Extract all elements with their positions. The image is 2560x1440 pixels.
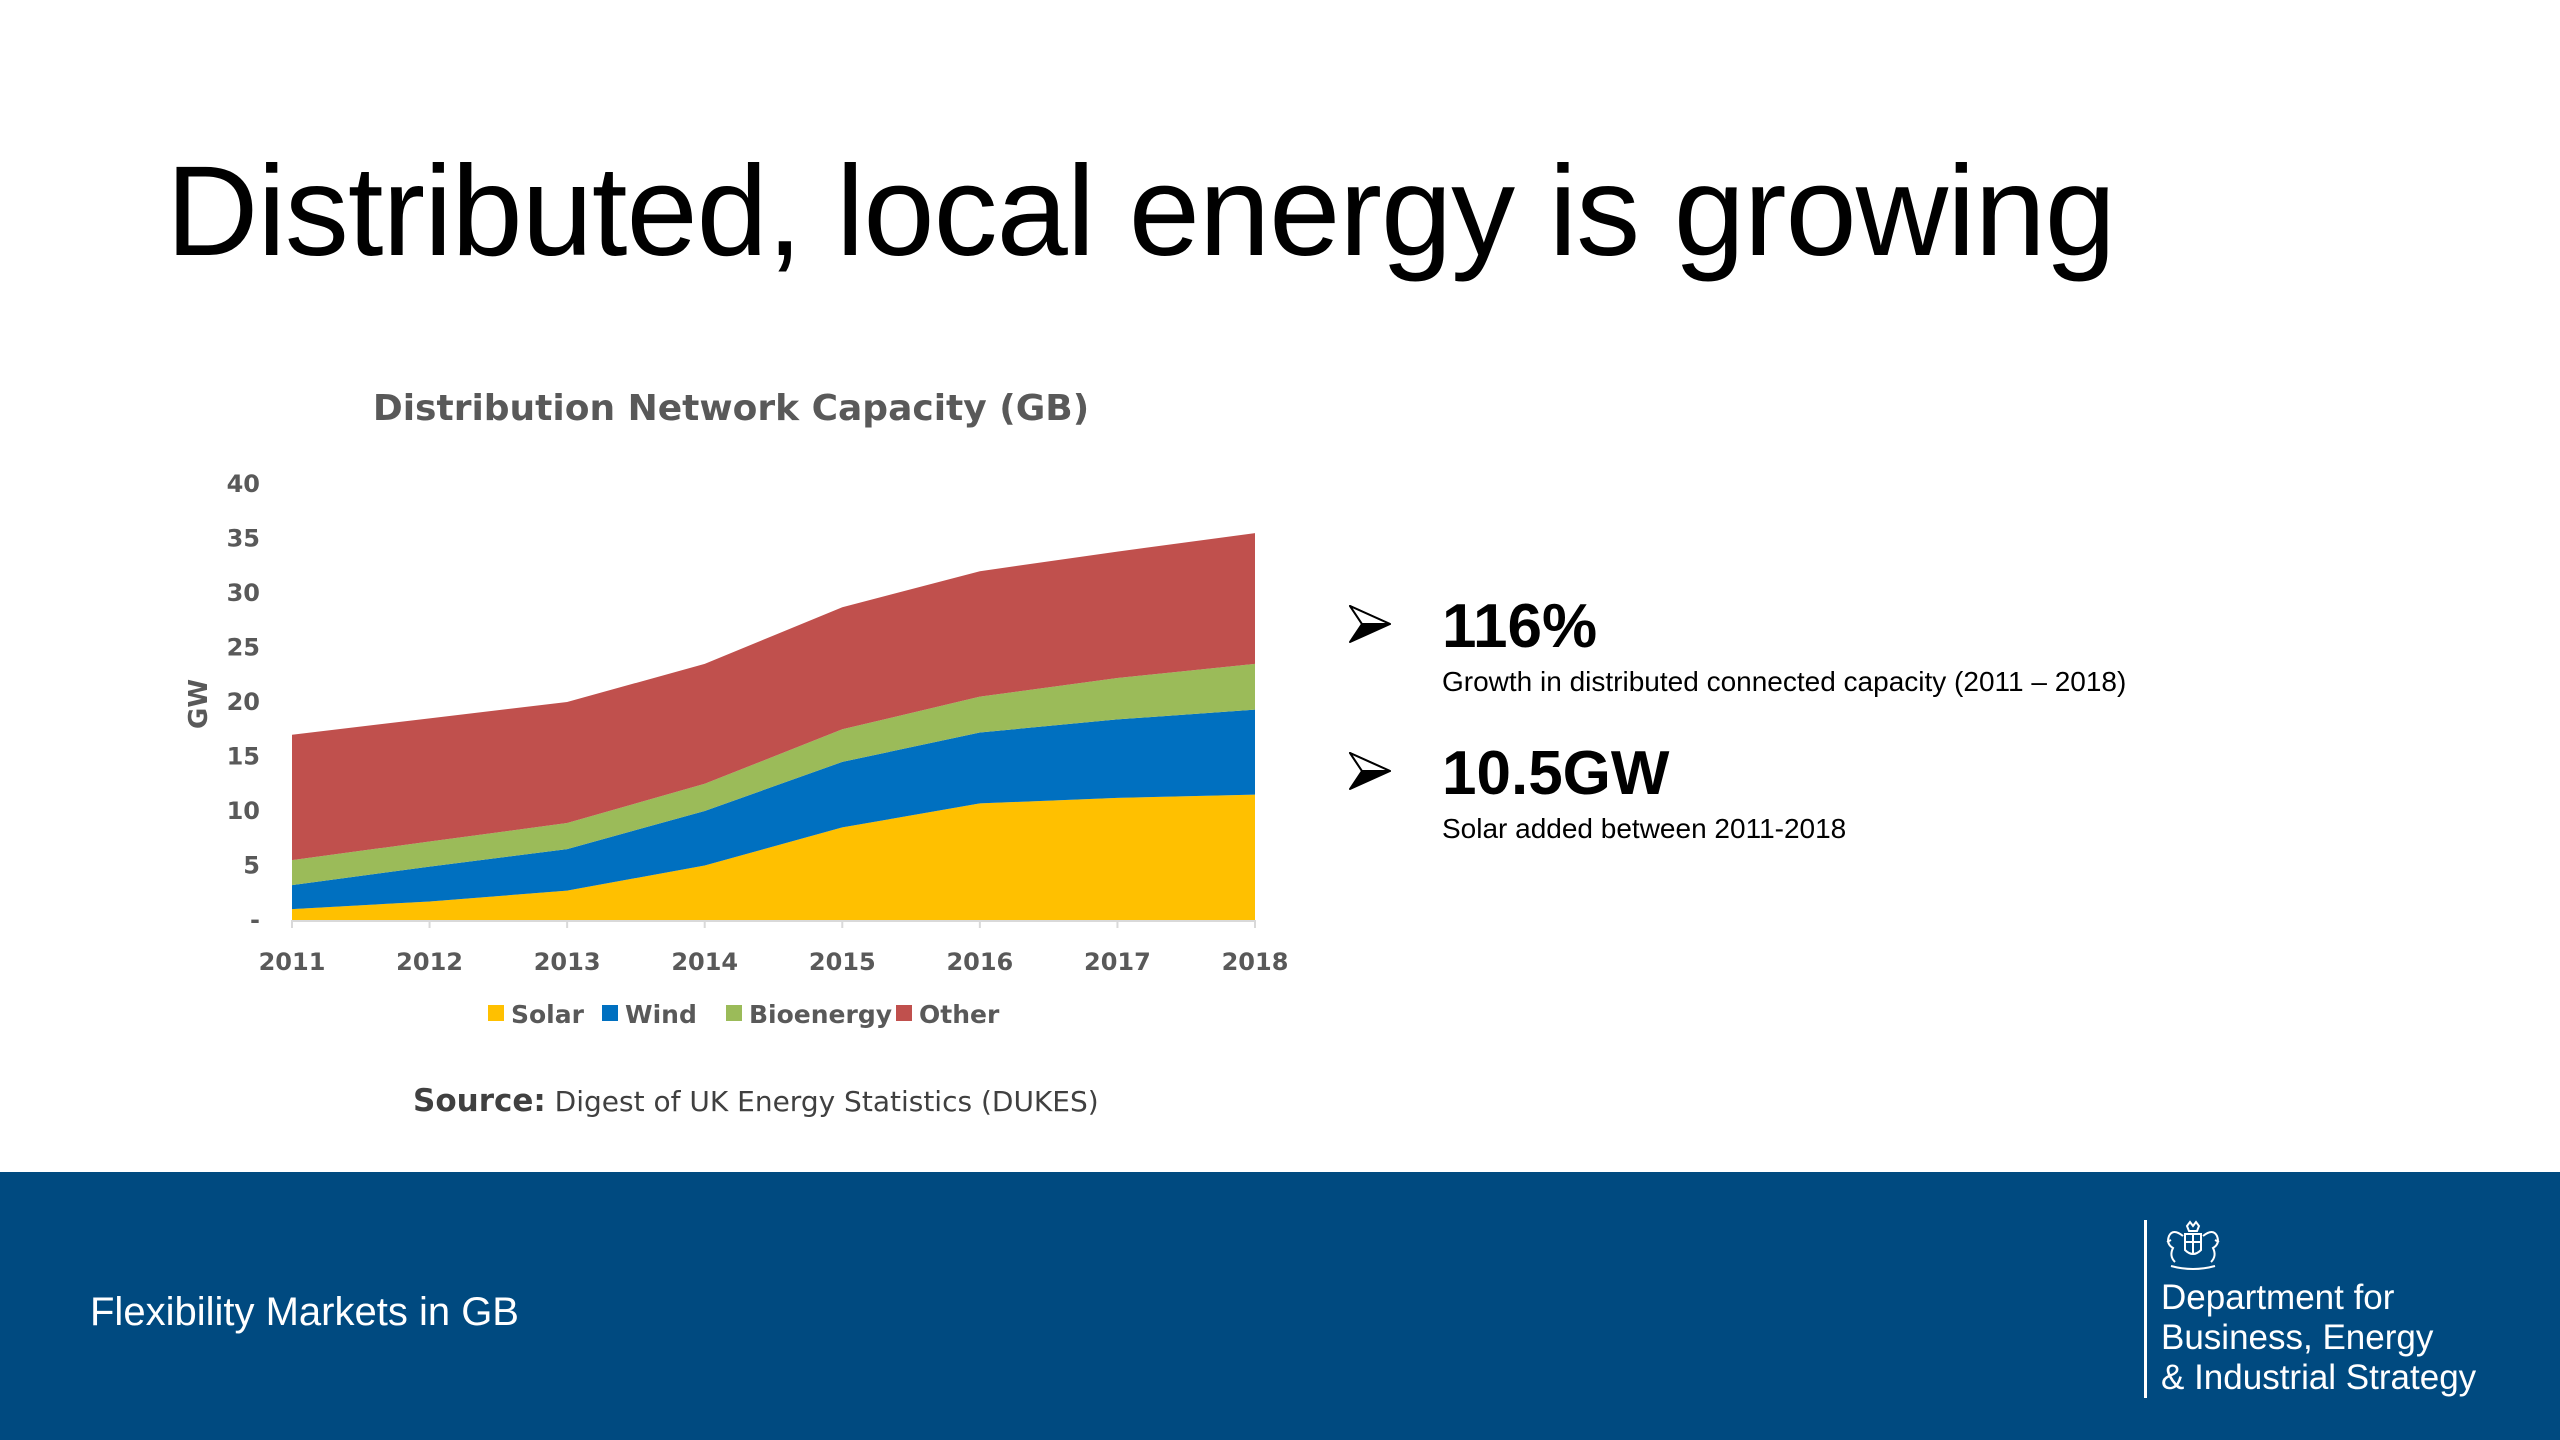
chart-areas bbox=[292, 533, 1255, 920]
legend-label-solar: Solar bbox=[511, 1000, 585, 1029]
chart-title: Distribution Network Capacity (GB) bbox=[373, 388, 1089, 429]
footer-bar: Flexibility Markets in GB Department for… bbox=[0, 1172, 2560, 1440]
legend-label-bioenergy: Bioenergy bbox=[749, 1000, 892, 1029]
y-tick-label: 10 bbox=[227, 797, 260, 825]
x-tick-label: 2016 bbox=[946, 948, 1013, 976]
department-name-line: & Industrial Strategy bbox=[2161, 1358, 2477, 1397]
callout-description: Growth in distributed connected capacity… bbox=[1442, 666, 2127, 697]
y-tick-label: 35 bbox=[227, 525, 260, 553]
royal-crest-icon bbox=[2166, 1220, 2220, 1270]
department-name-line: Business, Energy bbox=[2161, 1318, 2434, 1357]
legend-label-wind: Wind bbox=[625, 1000, 697, 1029]
area-bioenergy bbox=[292, 663, 1255, 886]
y-tick-label: 30 bbox=[227, 579, 260, 607]
area-other bbox=[292, 533, 1255, 861]
callout-value: 116% bbox=[1442, 592, 1598, 661]
distribution-capacity-chart: Distribution Network Capacity (GB) - 5 10 1… bbox=[184, 388, 1289, 1029]
x-tick-label: 2013 bbox=[534, 948, 601, 976]
arrowhead-bullet-icon bbox=[1349, 752, 1391, 790]
department-logo: Department for Business, Energy & Indust… bbox=[2144, 1220, 2476, 1398]
legend-swatch-bioenergy bbox=[726, 1005, 742, 1021]
legend-label-other: Other bbox=[919, 1000, 1000, 1029]
y-axis-label: GW bbox=[184, 679, 214, 729]
slide-title: Distributed, local energy is growing bbox=[166, 140, 2116, 283]
y-tick-label: 40 bbox=[227, 470, 260, 498]
legend-swatch-solar bbox=[488, 1005, 504, 1021]
source-label: Source: bbox=[413, 1083, 546, 1119]
x-tick-label: 2012 bbox=[396, 948, 463, 976]
legend-swatch-other bbox=[896, 1005, 912, 1021]
footer-text: Flexibility Markets in GB bbox=[90, 1290, 519, 1334]
chart-legend: Solar Wind Bioenergy Other bbox=[488, 1000, 1000, 1029]
y-tick-label: 5 bbox=[243, 852, 260, 880]
source-text: Digest of UK Energy Statistics (DUKES) bbox=[545, 1085, 1099, 1118]
callout-value: 10.5GW bbox=[1442, 739, 1670, 808]
y-tick-label: 15 bbox=[227, 743, 260, 771]
source-line: Source: Digest of UK Energy Statistics (… bbox=[413, 1083, 1099, 1119]
area-wind bbox=[292, 709, 1255, 910]
y-tick-label: 20 bbox=[227, 688, 260, 716]
department-name-line: Department for bbox=[2161, 1278, 2395, 1317]
x-axis-ticks: 2011 2012 2013 2014 2015 2016 2017 2018 bbox=[259, 920, 1289, 976]
y-axis-ticks: - 5 10 15 20 25 30 35 40 bbox=[227, 470, 260, 934]
x-tick-label: 2011 bbox=[259, 948, 326, 976]
area-solar bbox=[292, 794, 1255, 920]
x-tick-label: 2014 bbox=[671, 948, 738, 976]
legend-swatch-wind bbox=[602, 1005, 618, 1021]
y-tick-label: 25 bbox=[227, 634, 260, 662]
x-tick-label: 2017 bbox=[1084, 948, 1151, 976]
callout-description: Solar added between 2011-2018 bbox=[1442, 813, 1847, 844]
y-tick-label: - bbox=[250, 906, 260, 934]
x-tick-label: 2018 bbox=[1222, 948, 1289, 976]
arrowhead-bullet-icon bbox=[1349, 605, 1391, 643]
x-tick-label: 2015 bbox=[809, 948, 876, 976]
